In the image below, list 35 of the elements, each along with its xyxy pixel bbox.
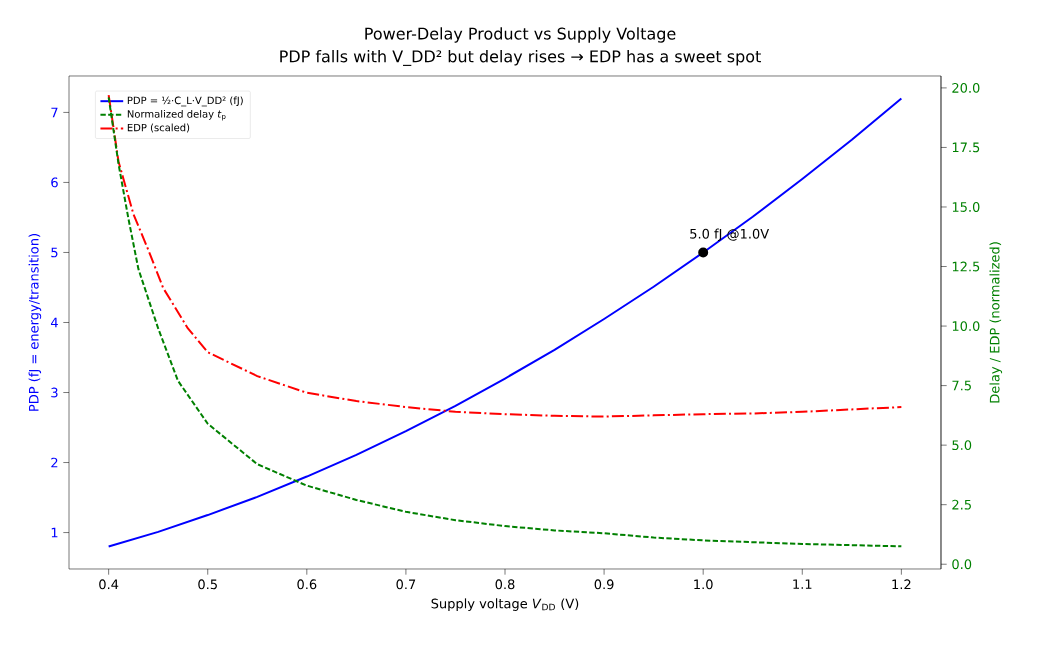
legend-label: EDP (scaled) (127, 123, 190, 133)
legend-label: PDP = ½·C_L·V_DD² (fJ) (127, 96, 243, 107)
x-tick-label: 1.1 (793, 579, 812, 589)
y2-tick-label: 2.5 (952, 499, 971, 510)
x-tick-label: 0.4 (99, 579, 119, 590)
y-tick-label: 1 (51, 527, 58, 538)
chart-subtitle: PDP falls with V_DD² but delay rises → EDP has a sweet spot (280, 50, 761, 66)
x-tick-label: 0.9 (594, 579, 614, 590)
y2-tick-label: 0.0 (952, 559, 972, 570)
y2-tick-label: 20.0 (952, 82, 980, 93)
y-axis-title: PDP (fJ = energy/transition) (28, 234, 42, 411)
x-tick-label: 0.8 (495, 579, 515, 590)
x-axis-title: Supply voltage V$_{DD}$ (V) (431, 598, 579, 611)
y2-tick-label: 15.0 (952, 202, 980, 212)
y-tick-label: 7 (51, 107, 58, 118)
y-tick-label: 5 (51, 247, 58, 258)
x-tick-label: 0.6 (297, 579, 317, 590)
chart-title: Power-Delay Product vs Supply Voltage (365, 27, 676, 43)
y-tick-label: 4 (50, 317, 58, 328)
y2-tick-label: 5.0 (952, 440, 972, 451)
y2-tick-label: 10.0 (952, 321, 980, 331)
x-tick-label: 1.2 (892, 579, 911, 590)
y-tick-label: 6 (51, 177, 58, 188)
annotation: 5.0 fJ @1.0V (690, 228, 770, 242)
x-tick-label: 0.7 (396, 579, 416, 590)
y2-tick-label: 7.5 (952, 380, 971, 391)
line-series (107, 94, 903, 418)
y2-tick-label: 17.5 (952, 142, 980, 153)
y-tick-label: 2 (51, 457, 58, 468)
x-tick-label: 1.0 (694, 579, 713, 590)
legend-label: Normalized delay t$_{p}$ (127, 109, 226, 121)
y-tick-label: 3 (51, 387, 58, 398)
y2-axis-title: Delay / EDP (normalized) (989, 242, 1003, 403)
y2-tick-label: 12.5 (952, 261, 980, 272)
x-tick-label: 0.5 (198, 579, 217, 590)
